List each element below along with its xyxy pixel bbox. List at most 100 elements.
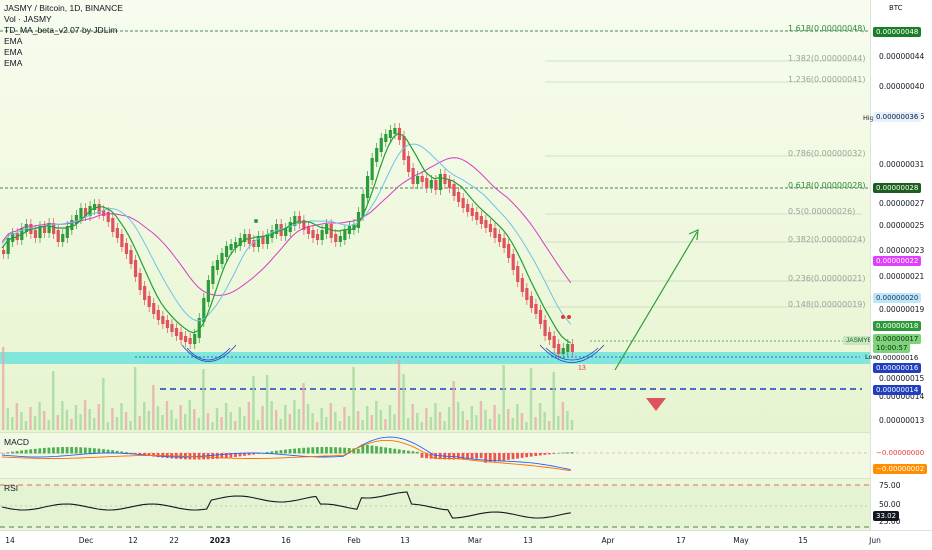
time-tick: 2023	[209, 536, 231, 545]
time-tick: Mar	[467, 536, 483, 545]
candle	[102, 210, 106, 216]
volume-bar	[416, 413, 419, 430]
ema-legend-3[interactable]: EMA	[4, 58, 23, 68]
volume-bar	[548, 421, 551, 430]
td-indicator-legend[interactable]: TD_MA_beta_v2.07 by JDLim	[4, 25, 118, 35]
price-tick: 0.00000021	[879, 272, 925, 281]
signal-dot	[254, 219, 258, 223]
price-tick: 0.00000015	[879, 374, 925, 383]
rsi-pane[interactable]: RSI	[0, 478, 870, 530]
candle	[220, 253, 224, 264]
macd-histogram-bar	[20, 450, 23, 454]
candle	[234, 242, 238, 248]
price-tick: 0.00000014	[879, 392, 925, 401]
candle	[484, 220, 488, 228]
candle	[229, 244, 233, 250]
candle	[320, 230, 324, 240]
macd-histogram-bar	[420, 453, 424, 458]
ema-legend-1[interactable]: EMA	[4, 36, 23, 46]
price-badge: 0.00000020	[873, 293, 922, 303]
rsi-canvas[interactable]	[0, 479, 870, 531]
volume-bar	[184, 414, 187, 430]
time-tick: 15	[798, 536, 808, 545]
ema-legend-2[interactable]: EMA	[4, 47, 23, 57]
price-tick: 0.00000044	[879, 52, 925, 61]
price-chart-pane[interactable]: JASMY / Bitcoin, 1D, BINANCE Vol · JASMY…	[0, 0, 884, 432]
macd-histogram-bar	[61, 447, 64, 454]
symbol-title[interactable]: JASMY / Bitcoin, 1D, BINANCE	[4, 3, 123, 13]
candle	[70, 220, 74, 230]
volume-bar	[402, 374, 405, 430]
volume-bar	[156, 406, 160, 430]
td-count-13: 13	[578, 365, 586, 372]
macd-canvas[interactable]	[0, 433, 870, 479]
volume-bar	[83, 400, 87, 430]
candle	[156, 310, 160, 320]
candle	[361, 194, 365, 216]
macd-histogram-bar	[252, 453, 256, 455]
price-badge: 0.00000014	[873, 385, 922, 395]
candle	[570, 344, 574, 352]
volume-bar	[484, 410, 487, 430]
macd-histogram-bar	[65, 447, 69, 454]
volume-bar	[461, 411, 464, 430]
macd-histogram-bar	[402, 450, 406, 454]
macd-histogram-bar	[120, 451, 124, 454]
macd-histogram-bar	[534, 453, 538, 456]
macd-histogram-bar	[29, 449, 33, 454]
macd-histogram-bar	[479, 453, 483, 459]
macd-histogram-bar	[306, 447, 310, 454]
candle	[548, 332, 552, 340]
volume-legend[interactable]: Vol · JASMY	[4, 14, 52, 24]
macd-label[interactable]: MACD	[4, 437, 30, 447]
td-ma-line	[1, 133, 572, 344]
candle	[329, 224, 333, 238]
volume-bar	[366, 406, 369, 430]
candle	[97, 204, 101, 214]
volume-bar	[165, 401, 169, 430]
candle	[475, 212, 479, 220]
ema-pink-line	[1, 157, 572, 296]
price-axis[interactable]: BTC 0.00000044 0.00000040 0.00000036 0.0000…	[863, 0, 932, 530]
volume-bar	[420, 422, 423, 430]
price-tick: 0.00000019	[879, 305, 925, 314]
macd-histogram-bar	[111, 450, 114, 454]
candle	[215, 260, 220, 270]
candle	[65, 226, 69, 238]
macd-histogram-bar	[325, 447, 328, 454]
candle	[61, 234, 65, 242]
price-badge: 0.00000017	[873, 334, 922, 344]
macd-histogram-bar	[275, 450, 278, 454]
price-chart-canvas[interactable]	[0, 0, 870, 432]
volume-bar	[288, 414, 292, 430]
volume-bar	[488, 419, 492, 430]
macd-histogram-bar	[79, 447, 83, 454]
time-tick: 14	[5, 536, 15, 545]
volume-bar	[61, 401, 64, 430]
time-axis[interactable]: 14 Dec 12 22 2023 16 Feb 13 Mar 13 Apr 17 May 15 Jun	[0, 530, 932, 550]
fib-level-label: 1.382(0.00000044)	[788, 54, 866, 63]
candle	[561, 348, 565, 354]
volume-bar	[538, 403, 542, 430]
macd-histogram-bar	[488, 453, 492, 463]
macd-histogram-bar	[406, 450, 410, 454]
candle	[525, 288, 529, 300]
volume-bar	[443, 421, 446, 430]
macd-histogram-bar	[329, 447, 333, 454]
price-badge: 0.00000016	[873, 353, 922, 363]
candle	[83, 208, 88, 216]
macd-pane[interactable]: MACD	[0, 432, 870, 478]
fib-level-label: 1.618(0.00000048)	[788, 24, 866, 33]
candle	[347, 226, 351, 234]
rsi-label[interactable]: RSI	[4, 483, 19, 493]
macd-histogram-bar	[284, 449, 287, 454]
candle	[197, 318, 201, 338]
macd-histogram-bar	[288, 449, 292, 454]
candle	[170, 324, 174, 332]
macd-histogram-bar	[265, 452, 269, 454]
candle	[411, 168, 415, 184]
volume-bar	[347, 416, 351, 430]
candle	[243, 234, 247, 242]
candle	[511, 254, 515, 270]
candle	[6, 238, 10, 254]
